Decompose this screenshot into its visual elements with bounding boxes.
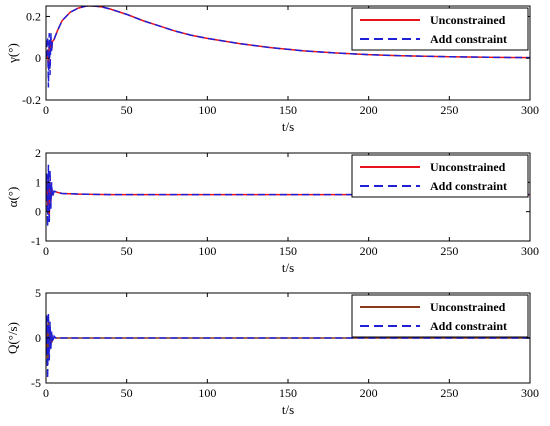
y-axis-label: α(°) (5, 187, 20, 208)
x-tick-label: 0 (43, 386, 49, 400)
chart-panel-2: 0 50 100 150 200 250 300-1012t/sα(°)Unconstrai… (5, 146, 539, 275)
legend-label-unconstrained: Unconstrained (430, 300, 506, 314)
y-tick-label: 1 (35, 175, 41, 189)
y-tick-label: 5 (35, 286, 41, 300)
y-tick-label: 2 (35, 146, 41, 160)
x-tick-label: 50 (121, 244, 133, 258)
x-tick-label: 50 (121, 386, 133, 400)
x-tick-label: 300 (521, 386, 539, 400)
x-tick-label: 100 (198, 244, 216, 258)
x-tick-label: 250 (440, 103, 458, 117)
y-axis-label: γ(°) (5, 43, 20, 64)
y-axis-label: Q(°/s) (5, 322, 20, 354)
series-line-add-constraint (46, 6, 530, 88)
x-tick-label: 200 (360, 244, 378, 258)
x-axis-label: t/s (282, 402, 294, 417)
y-tick-label: -5 (31, 376, 41, 390)
x-tick-label: 50 (121, 103, 133, 117)
x-tick-label: 150 (279, 244, 297, 258)
y-tick-label: 0.2 (26, 9, 41, 23)
x-tick-label: 0 (43, 244, 49, 258)
legend-label-unconstrained: Unconstrained (430, 160, 506, 174)
x-tick-label: 250 (440, 244, 458, 258)
legend-label-add-constraint: Add constraint (430, 32, 507, 46)
y-tick-label: 0 (35, 331, 41, 345)
legend-box (351, 154, 529, 198)
x-tick-label: 300 (521, 103, 539, 117)
x-tick-label: 300 (521, 244, 539, 258)
x-axis-label: t/s (282, 260, 294, 275)
chart-panel-1: 0 50 100 150 200 250 300-0.200.2t/sγ(°)Unconst… (5, 5, 539, 134)
legend-label-add-constraint: Add constraint (430, 179, 507, 193)
y-tick-label: -0.2 (22, 93, 41, 107)
series-line-add-constraint (46, 312, 530, 379)
x-tick-label: 100 (198, 386, 216, 400)
x-tick-label: 250 (440, 386, 458, 400)
x-tick-label: 150 (279, 386, 297, 400)
x-tick-label: 200 (360, 103, 378, 117)
x-tick-label: 100 (198, 103, 216, 117)
y-tick-label: 0 (35, 205, 41, 219)
x-tick-label: 0 (43, 103, 49, 117)
legend-label-add-constraint: Add constraint (430, 319, 507, 333)
legend-box (351, 294, 529, 338)
x-tick-label: 150 (279, 103, 297, 117)
y-tick-label: 0 (35, 51, 41, 65)
x-tick-label: 200 (360, 386, 378, 400)
y-tick-label: -1 (31, 234, 41, 248)
x-axis-label: t/s (282, 119, 294, 134)
legend-label-unconstrained: Unconstrained (430, 13, 506, 27)
legend-box (351, 7, 529, 51)
chart-panel-3: 0 50 100 150 200 250 300-505t/sQ(°/s)Unconstra… (5, 286, 539, 417)
series-line-add-constraint (46, 164, 530, 227)
